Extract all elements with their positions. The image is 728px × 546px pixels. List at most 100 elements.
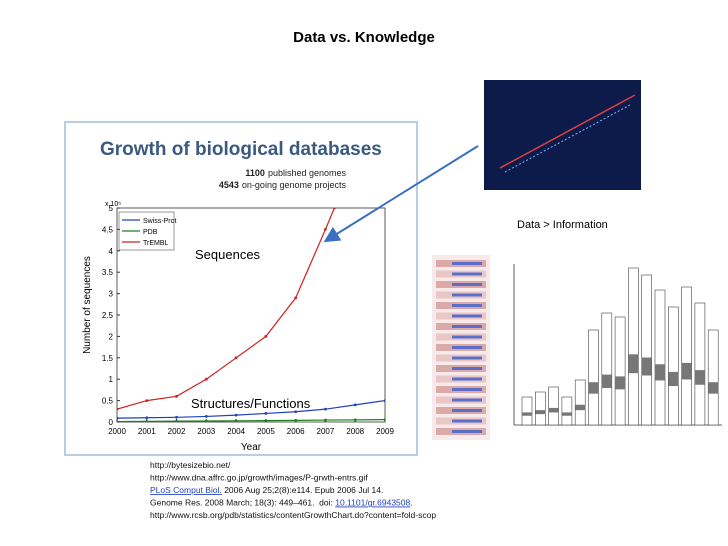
annotation: 4543 on-going genome projects: [219, 180, 347, 190]
y-axis-label: Number of sequences: [82, 256, 93, 354]
bar-outline: [681, 286, 692, 426]
references: http://bytesizebio.net/http://www.dna.af…: [150, 460, 436, 520]
bar-band: [575, 404, 586, 411]
y-tick-label: 5: [109, 204, 114, 213]
calendar-stripe: [452, 335, 482, 339]
x-tick-label: 2006: [287, 427, 305, 436]
y-tick-label: 1.5: [102, 354, 114, 363]
series-point: [324, 407, 327, 411]
x-tick-label: 2005: [257, 427, 275, 436]
y-tick-label: 3.5: [102, 268, 114, 277]
series-point: [294, 418, 298, 422]
y-tick-label: 2.5: [102, 311, 114, 320]
bar-outline: [694, 302, 706, 426]
bar-band: [681, 362, 692, 380]
bar-band: [535, 410, 546, 415]
bar-image: [493, 258, 722, 450]
bar-outline: [641, 274, 653, 426]
annotation-text: published genomes: [268, 168, 347, 178]
bar-band: [561, 412, 572, 416]
reference-text: .: [410, 498, 412, 508]
trend-line: [499, 94, 636, 169]
annotation-count: 1100: [245, 168, 265, 178]
series-point: [117, 416, 119, 420]
series-point: [145, 416, 149, 420]
series-point: [204, 415, 208, 418]
series-point: [353, 418, 357, 422]
calendar-stripe: [452, 398, 482, 402]
reference: http://bytesizebio.net/: [150, 460, 231, 470]
reference-text: Genome Res. 2008 March; 18(3): 449–461. …: [150, 498, 335, 508]
x-tick-label: 2001: [138, 427, 156, 436]
calendar-stripe: [452, 293, 482, 297]
reference-text: http://www.rcsb.org/pdb/statistics/conte…: [150, 510, 436, 520]
calendar-stripe: [452, 325, 482, 328]
bar-band: [668, 371, 679, 387]
annotation: 1100 published genomes: [245, 168, 346, 178]
bar-outline: [654, 289, 666, 426]
reference-text: http://bytesizebio.net/: [150, 460, 231, 470]
bar-band: [641, 357, 652, 376]
calendar-stripe: [452, 430, 482, 433]
x-tick-label: 2004: [227, 427, 245, 436]
series-point: [175, 415, 178, 419]
legend-box: [118, 211, 175, 251]
bar-outline: [574, 379, 586, 426]
series-point: [383, 399, 385, 402]
series-point: [383, 418, 385, 421]
series-point: [117, 407, 119, 411]
series-point: [324, 418, 327, 422]
series-point: [117, 420, 119, 422]
bar-outline: [548, 386, 559, 426]
growth-chart: 1100 published genomes 4543 on-going genome…: [82, 168, 394, 453]
caption: Data > Information: [517, 219, 608, 231]
legend-label: Swiss-Prot: [143, 218, 177, 225]
figure-frame: [64, 121, 418, 456]
calendar-stripe: [452, 262, 482, 265]
bar-band: [628, 354, 639, 374]
reference: PLoS Comput Biol. 2006 Aug 25;2(8):e114.…: [150, 485, 383, 495]
reference-link[interactable]: PLoS Comput Biol.: [150, 485, 222, 495]
bar-band: [588, 382, 599, 394]
reference: Genome Res. 2008 March; 18(3): 449–461. …: [150, 498, 413, 508]
bar-band: [655, 364, 665, 381]
bar-band: [522, 412, 532, 416]
x-tick-label: 2002: [168, 427, 186, 436]
x-tick-label: 2003: [197, 427, 215, 436]
calendar-stripe: [452, 314, 482, 318]
arrow: [323, 145, 479, 243]
y-tick-label: 1: [109, 375, 114, 384]
reference-link[interactable]: 10.1101/gr.6943508: [335, 498, 410, 508]
series-point: [175, 394, 178, 398]
y-tick-label: 3: [109, 290, 114, 299]
series-line: [117, 400, 385, 419]
bar-outline: [588, 329, 599, 426]
calendar-stripe: [452, 346, 482, 349]
calendar-image: [432, 255, 490, 440]
bar-outline: [534, 391, 546, 426]
annotation-count: 4543: [219, 180, 239, 190]
bar-band: [548, 407, 559, 413]
x-tick-label: 2009: [376, 427, 394, 436]
bar-outline: [667, 306, 679, 426]
y-tick-label: 0: [109, 418, 114, 427]
bar-outline: [628, 267, 639, 426]
series-layer: [117, 208, 385, 422]
calendar-stripe: [452, 409, 482, 412]
multiplier: x 10⁶: [105, 201, 121, 208]
reference-text: 2006 Aug 25;2(8):e114. Epub 2006 Jul 14.: [222, 485, 383, 495]
reference: http://www.rcsb.org/pdb/statistics/conte…: [150, 510, 436, 520]
series-point: [204, 419, 208, 422]
series-point: [264, 419, 268, 422]
legend-label: PDB: [143, 229, 158, 236]
bar-band: [615, 376, 626, 390]
x-tick-label: 2000: [108, 427, 126, 436]
series-point: [332, 208, 336, 210]
calendar-stripe: [452, 304, 482, 307]
series-point: [145, 399, 149, 402]
series-point: [234, 419, 238, 422]
bar-outline: [601, 312, 613, 426]
bar-band: [708, 382, 719, 394]
